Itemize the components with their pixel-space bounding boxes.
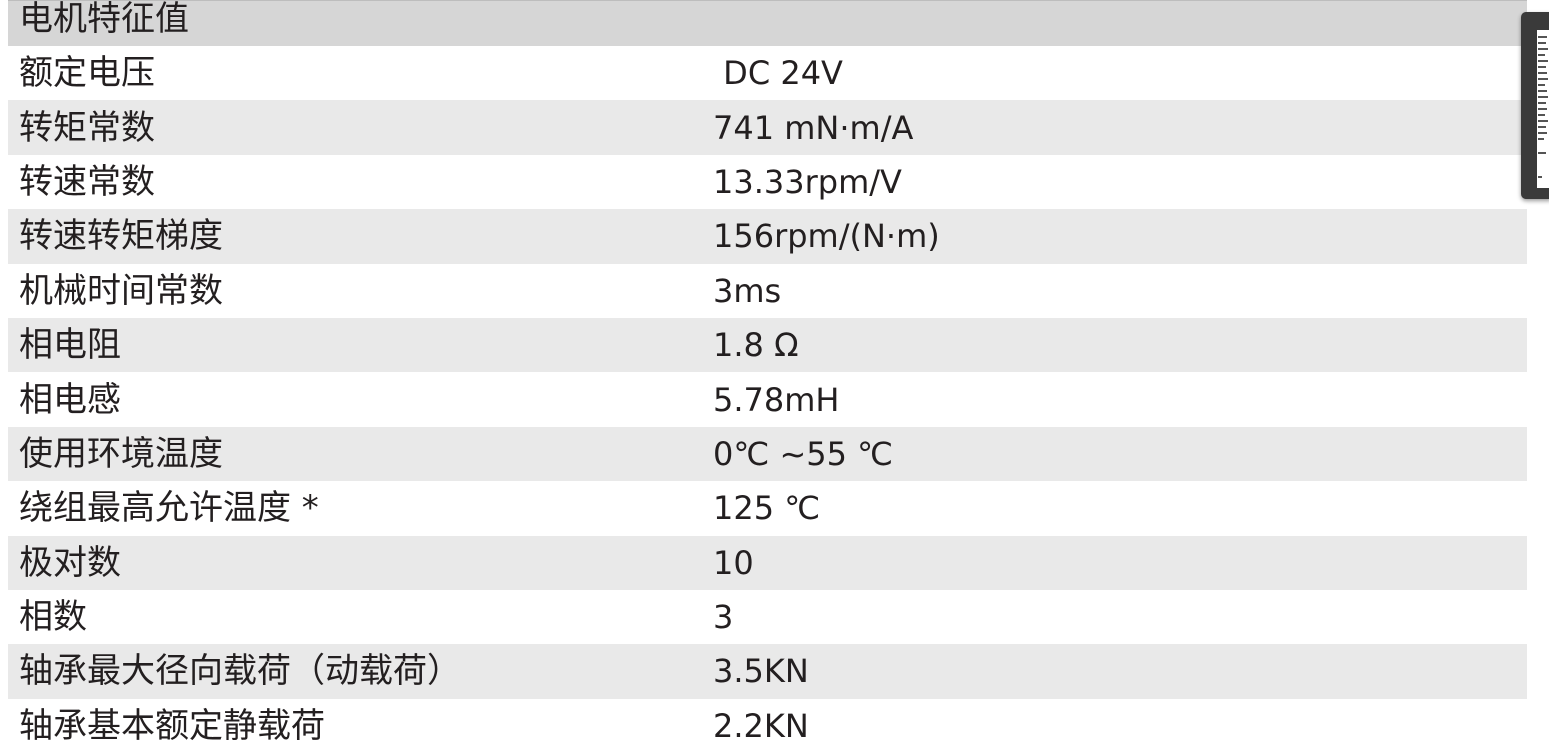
thumbnail-line [1538,48,1548,50]
thumbnail-line [1538,132,1547,134]
row-label: 轴承基本额定静载荷 [19,705,325,745]
thumbnail-line [1538,60,1548,62]
spec-table: 电机特征值 额定电压 DC 24V 转矩常数 741 mN·m/A 转速常数 1… [8,0,1527,745]
row-label: 转速常数 [19,161,155,202]
row-value: 13.33rpm/V [713,162,902,201]
thumbnail-line [1538,138,1544,140]
thumbnail-line [1538,114,1545,116]
thumbnail-line [1538,84,1545,86]
thumbnail-line [1538,102,1546,104]
table-row: 额定电压 DC 24V [8,46,1527,101]
row-label: 转矩常数 [19,107,155,148]
row-label: 相电感 [19,379,121,420]
row-value: 5.78mH [713,380,840,419]
row-value: 3.5KN [713,652,809,691]
table-row: 转速常数 13.33rpm/V [8,154,1527,210]
table-row: 使用环境温度 0℃ ~55 ℃ [8,426,1527,482]
row-label: 使用环境温度 [19,433,223,474]
row-value: 10 [713,543,754,582]
table-row: 极对数 10 [8,535,1527,590]
row-value: 0℃ ~55 ℃ [713,434,894,473]
thumbnail-line [1538,36,1547,38]
thumbnail-line [1538,108,1547,110]
section-title: 电机特征值 [19,0,189,39]
page-thumbnail-panel[interactable] [1521,12,1549,199]
row-value: 1.8 Ω [713,326,799,365]
table-header: 电机特征值 [8,0,1527,46]
page-thumbnail[interactable] [1537,30,1549,188]
thumbnail-line [1538,90,1547,92]
table-row: 轴承最大径向载荷（动载荷） 3.5KN [8,644,1527,699]
table-row: 机械时间常数 3ms [8,263,1527,318]
thumbnail-line [1538,72,1547,74]
row-value: DC 24V [713,54,843,93]
thumbnail-line [1538,96,1548,98]
row-label: 相数 [19,597,87,638]
row-label: 绕组最高允许温度 * [19,488,319,529]
table-row: 转矩常数 741 mN·m/A [8,100,1527,155]
table-row: 相电感 5.78mH [8,372,1527,427]
table-row: 转速转矩梯度 156rpm/(N·m) [8,209,1527,264]
row-label: 额定电压 [19,53,155,94]
row-label: 机械时间常数 [19,270,223,311]
table-row: 绕组最高允许温度 * 125 ℃ [8,481,1527,536]
table-row: 轴承基本额定静载荷 2.2KN [8,698,1527,745]
row-label: 轴承最大径向载荷（动载荷） [19,651,461,692]
row-label: 转速转矩梯度 [19,216,223,257]
row-value: 741 mN·m/A [713,108,914,147]
row-label: 极对数 [19,542,121,583]
row-value: 2.2KN [713,706,809,745]
thumbnail-line [1538,120,1548,122]
table-row: 相电阻 1.8 Ω [8,317,1527,373]
table-row: 相数 3 [8,589,1527,645]
row-value: 3 [713,598,734,637]
thumbnail-line [1538,66,1546,68]
row-value: 125 ℃ [713,489,821,528]
thumbnail-line [1538,152,1546,154]
row-value: 3ms [713,271,782,310]
row-value: 156rpm/(N·m) [713,217,940,256]
row-label: 相电阻 [19,325,121,366]
thumbnail-line [1538,176,1542,178]
thumbnail-line [1538,54,1545,56]
thumbnail-line [1538,78,1548,80]
thumbnail-line [1538,42,1546,44]
thumbnail-line [1538,126,1546,128]
